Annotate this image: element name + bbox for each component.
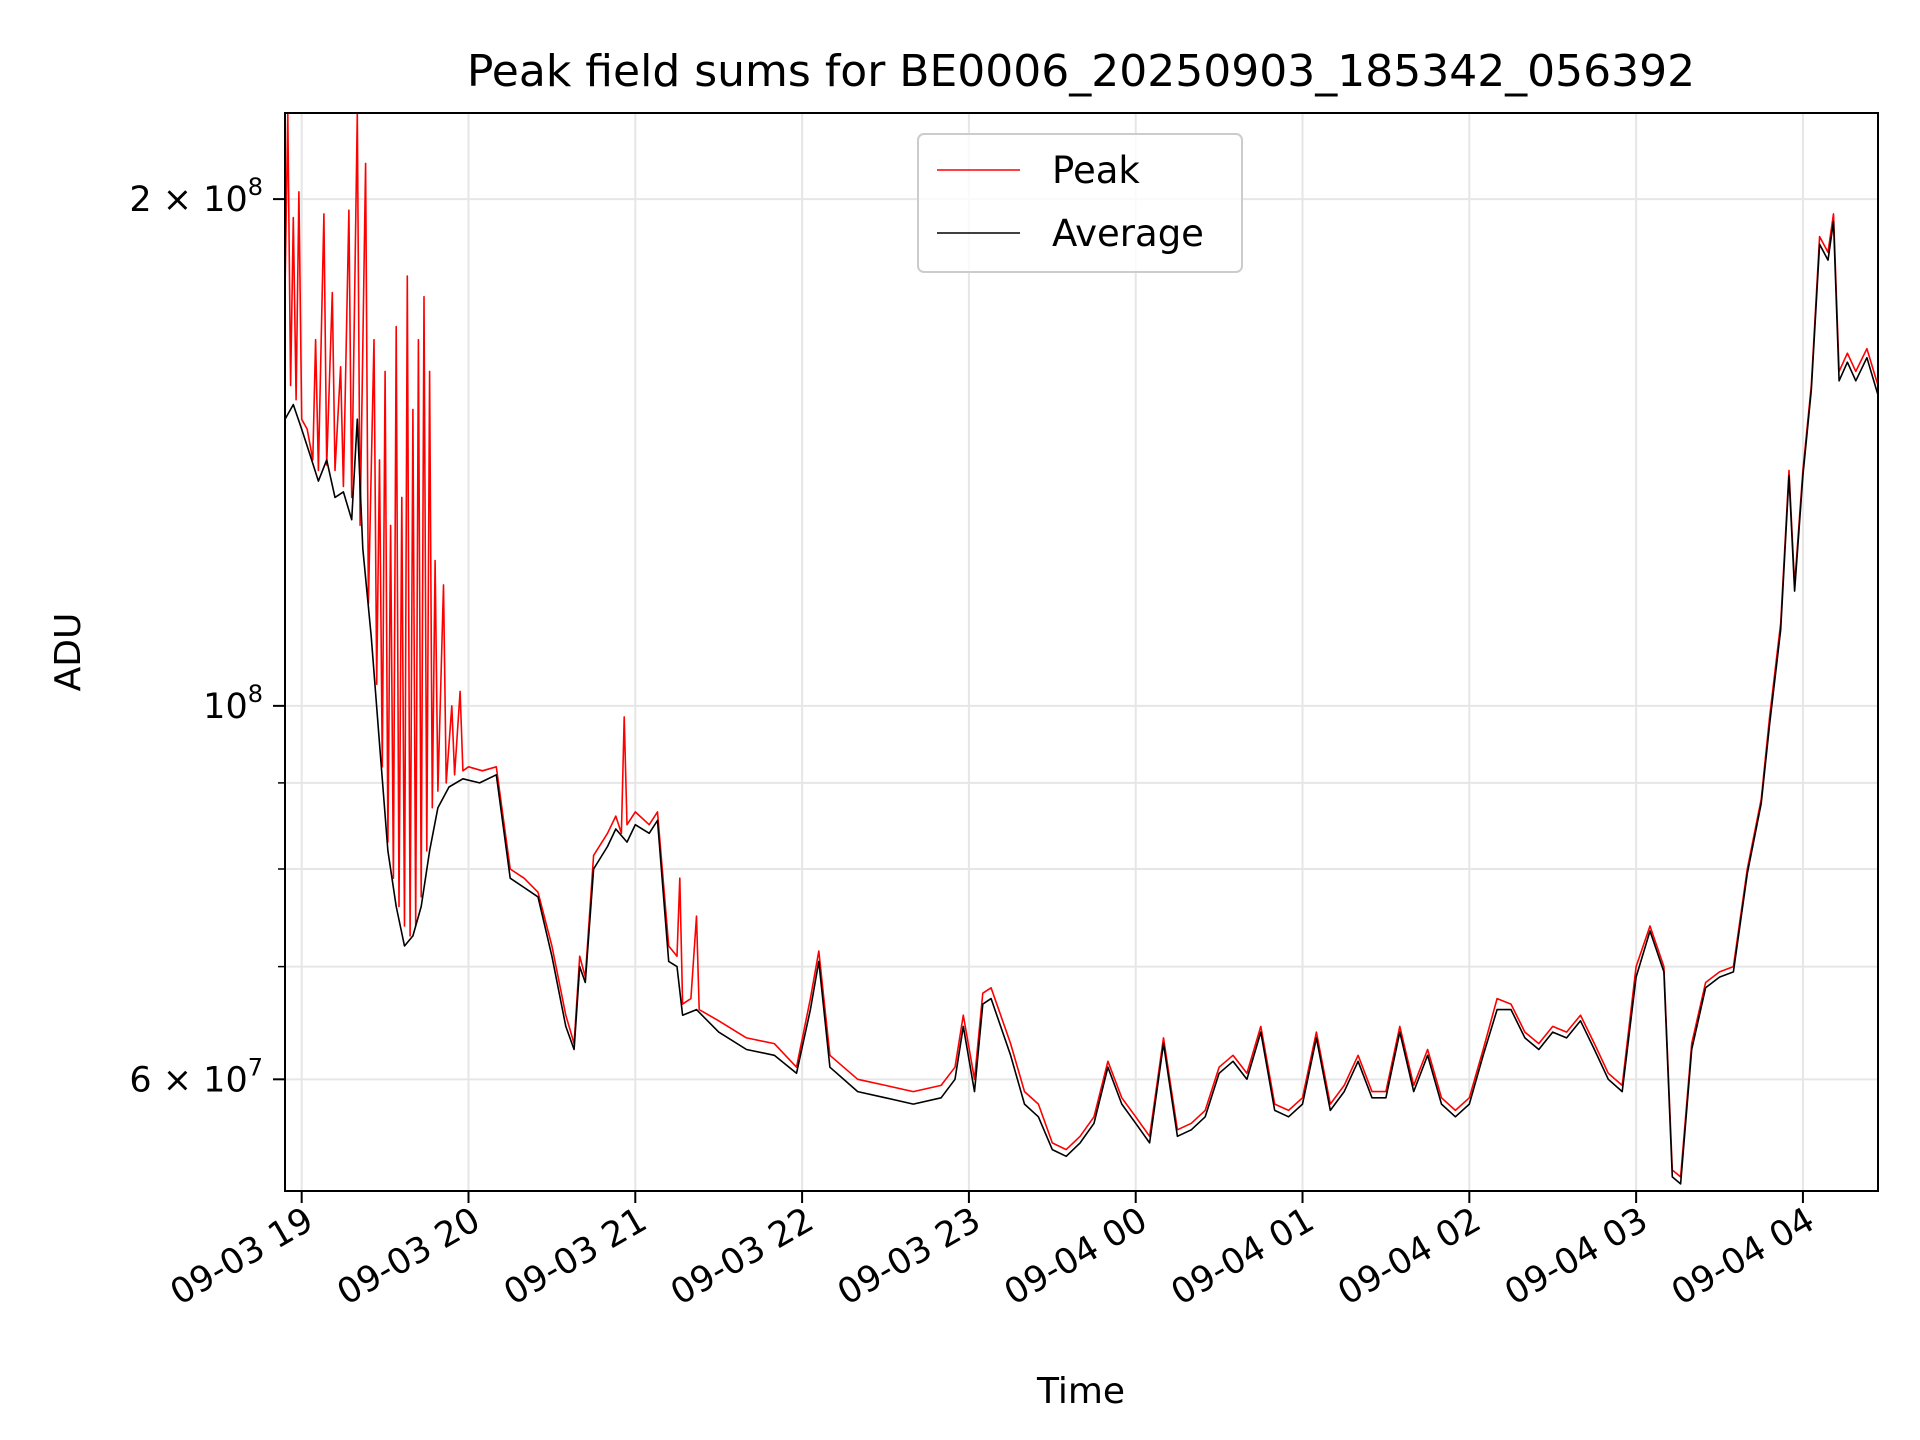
y-tick-label-base: 6 × 10 xyxy=(129,1060,247,1100)
plot-frame xyxy=(284,112,1879,1192)
chart-title: Peak field sums for BE0006_20250903_1853… xyxy=(467,46,1695,97)
y-tick-label-base: 2 × 10 xyxy=(129,180,247,220)
legend-label-average: Average xyxy=(1052,212,1204,255)
legend-box xyxy=(917,133,1243,273)
y-tick-label-base: 10 xyxy=(203,687,248,727)
y-tick-label-exponent: 8 xyxy=(248,680,263,708)
grid xyxy=(285,113,1878,1191)
legend: Peak Average xyxy=(917,133,1243,273)
y-tick-label-exponent: 7 xyxy=(248,1053,263,1081)
legend-label-peak: Peak xyxy=(1052,149,1140,192)
y-tick-label-exponent: 8 xyxy=(248,173,263,201)
y-tick-label: 6 × 107 xyxy=(129,1053,263,1100)
y-tick-label: 2 × 108 xyxy=(129,173,263,220)
series-line-average xyxy=(285,220,1878,1185)
y-tick-label: 108 xyxy=(203,680,263,727)
y-axis-label: ADU xyxy=(48,613,89,692)
series-line-peak xyxy=(285,113,1878,1178)
x-axis-label: Time xyxy=(1036,1371,1125,1412)
series-layer xyxy=(285,113,1878,1185)
